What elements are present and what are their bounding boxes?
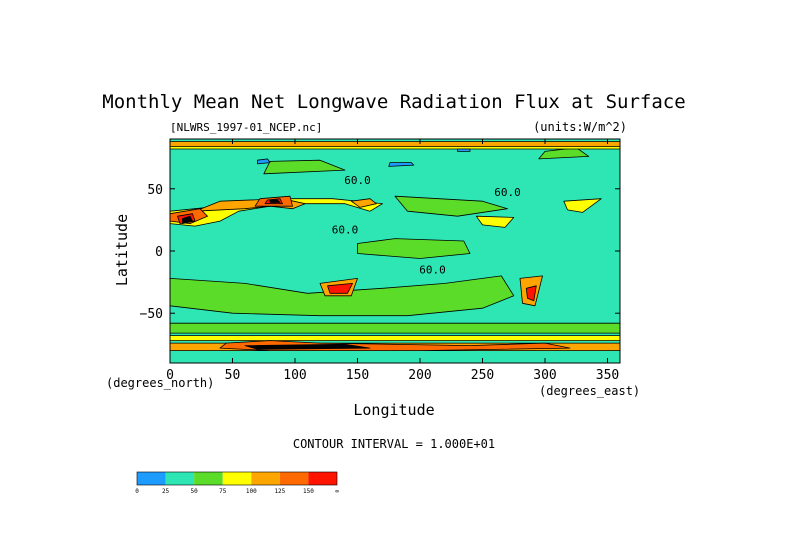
contour-label: 60.0 — [332, 224, 359, 237]
x-tick-label: 200 — [408, 368, 431, 383]
y-axis: 50 0 −50 — [140, 183, 620, 322]
units-label: (units:W/m^2) — [533, 120, 627, 134]
colorbar-label: 0 — [135, 488, 139, 495]
heatmap-region — [350, 198, 377, 208]
heatmap-region — [170, 141, 620, 147]
heatmap-region — [357, 238, 471, 259]
colorbar-swatch — [137, 472, 166, 485]
colorbar-swatch — [165, 472, 195, 485]
heatmap-region — [269, 199, 281, 203]
x-tick-label: 350 — [596, 368, 619, 383]
colorbar-label: 50 — [191, 488, 199, 495]
heatmap-region — [257, 158, 271, 165]
heatmap-region — [388, 162, 415, 167]
x-tick-label: 50 — [225, 368, 241, 383]
y-unit-label: (degrees_north) — [106, 376, 214, 390]
heatmap-region — [244, 343, 371, 350]
x-unit-label: (degrees_east) — [539, 384, 640, 398]
x-tick-label: 100 — [283, 368, 306, 383]
contour-label: 60.0 — [344, 174, 371, 187]
heatmap-region — [525, 285, 537, 302]
heatmap-region — [327, 282, 353, 294]
colorbar-label: 100 — [246, 488, 257, 495]
heatmap-regions — [170, 139, 620, 363]
x-tick-label: 250 — [471, 368, 494, 383]
x-tick-label: 300 — [533, 368, 556, 383]
x-axis-label: Longitude — [353, 401, 434, 419]
colorbar-swatch — [279, 472, 309, 485]
colorbar-label: 150 — [303, 488, 314, 495]
heatmap-region — [170, 335, 620, 342]
colorbar-label: 75 — [219, 488, 227, 495]
colorbar-swatch — [308, 472, 337, 485]
y-axis-label: Latitude — [113, 214, 131, 286]
colorbar-label: ∞ — [335, 488, 339, 495]
chart-title: Monthly Mean Net Longwave Radiation Flux… — [102, 91, 685, 113]
heatmap-region — [394, 195, 508, 217]
colorbar-frame — [136, 471, 338, 486]
colorbar-label: 125 — [274, 488, 285, 495]
colorbar-swatch — [251, 472, 280, 485]
heatmap-region — [170, 322, 620, 334]
y-tick-label: −50 — [140, 307, 163, 322]
x-tick-label: 150 — [346, 368, 369, 383]
y-tick-label: 50 — [147, 183, 163, 198]
colorbar: 0 25 50 75 100 125 150 ∞ — [135, 471, 339, 495]
heatmap-region — [563, 198, 602, 213]
file-label: [NLWRS_1997-01_NCEP.nc] — [170, 121, 322, 134]
contour-label: 60.0 — [419, 263, 446, 276]
heatmap-region — [475, 215, 515, 228]
colorbar-label: 25 — [162, 488, 170, 495]
colorbar-swatch — [194, 472, 223, 485]
y-tick-label: 0 — [155, 245, 163, 260]
colorbar-swatch — [222, 472, 252, 485]
contour-labels: 60.0 60.0 60.0 60.0 — [332, 174, 521, 277]
x-axis: 0 50 100 150 200 250 300 350 — [166, 139, 619, 383]
heatmap-region — [263, 159, 346, 175]
contour-label: 60.0 — [494, 186, 521, 199]
heatmap-region — [457, 148, 471, 152]
x-tick-label: 0 — [166, 368, 174, 383]
contour-interval-text: CONTOUR INTERVAL = 1.000E+01 — [293, 437, 495, 451]
heatmap-region — [182, 215, 193, 225]
